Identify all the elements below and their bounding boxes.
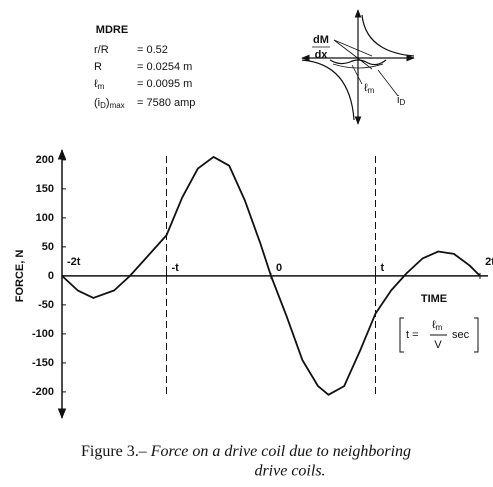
param-value: = 0.0254 m — [137, 61, 192, 73]
symbol: R — [94, 61, 102, 73]
symbol: r/R — [94, 44, 109, 56]
x-tick-label: 0 — [276, 262, 282, 274]
caption-text: Force on a drive coil due to neighboring — [150, 443, 411, 460]
caption-text: drive coils. — [254, 463, 325, 480]
x-tick-label: -2t — [67, 256, 81, 268]
caption-label: Figure 3.– — [81, 443, 148, 460]
y-tick-label: 0 — [48, 270, 54, 282]
symbol: i — [397, 94, 399, 106]
time-note-unit: sec — [452, 329, 470, 341]
symbol: ℓ — [364, 82, 368, 94]
subscript: D — [399, 98, 405, 107]
param-label: r/R — [94, 44, 109, 56]
symbol: ℓ — [94, 78, 98, 90]
inset-diagram — [301, 9, 415, 125]
param-label: R — [94, 61, 102, 73]
inset-length: ℓm — [364, 82, 375, 95]
time-note-numerator: ℓm — [432, 319, 443, 332]
x-tick-label: t — [381, 262, 385, 274]
symbol: (i — [94, 97, 100, 109]
y-tick-label: -150 — [32, 357, 54, 369]
inset-dx: dx — [315, 49, 329, 61]
time-note-denominator: V — [434, 339, 442, 351]
time-note: t = ℓm V sec — [399, 317, 479, 353]
subscript: m — [368, 86, 375, 95]
symbol: ) — [106, 97, 110, 109]
caption-line: Figure 3.– Force on a drive coil due to n… — [81, 443, 411, 460]
x-axis-label: TIME — [421, 293, 447, 305]
subscript: m — [436, 323, 443, 332]
param-label: (iD)max — [94, 97, 125, 110]
inset-dm: dM — [313, 34, 329, 46]
param-value: = 7580 amp — [137, 97, 195, 109]
y-tick-label: 150 — [36, 183, 54, 195]
param-value: = 0.52 — [137, 44, 168, 56]
x-tick-label: 2t — [485, 256, 493, 268]
time-note-lhs: t = — [406, 329, 419, 341]
y-tick-label: 100 — [36, 212, 54, 224]
inset-current: iD — [397, 94, 405, 107]
param-value: = 0.0095 m — [137, 78, 192, 90]
subscript: m — [98, 82, 105, 91]
y-tick-label: 200 — [36, 154, 54, 166]
y-tick-label: -50 — [38, 299, 54, 311]
y-tick-label: -200 — [32, 386, 54, 398]
subscript: max — [110, 101, 125, 110]
y-tick-label: 50 — [42, 241, 54, 253]
symbol: ℓ — [432, 319, 436, 331]
y-axis-label: FORCE, N — [14, 250, 26, 303]
force-curve — [61, 156, 481, 396]
param-label: ℓm — [94, 78, 105, 91]
param-title: MDRE — [96, 24, 128, 36]
y-tick-label: -100 — [32, 328, 54, 340]
x-tick-label: -t — [172, 262, 180, 274]
subscript: D — [100, 101, 106, 110]
